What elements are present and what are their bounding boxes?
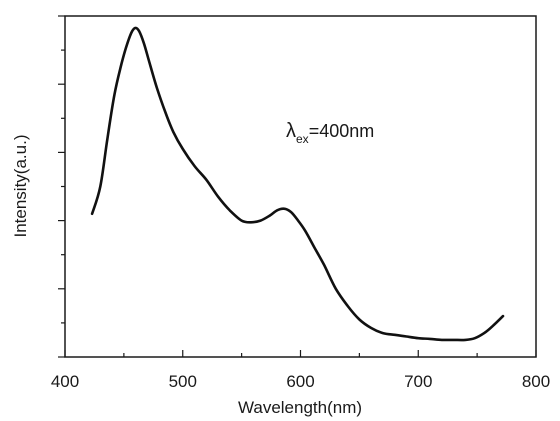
x-tick-label: 400 — [51, 372, 79, 391]
data-point — [441, 339, 443, 341]
data-point — [121, 63, 123, 65]
data-point — [492, 326, 494, 328]
data-point — [100, 186, 102, 188]
data-point — [217, 196, 219, 198]
data-point — [429, 338, 431, 340]
y-axis-title: Intensity(a.u.) — [11, 135, 30, 238]
x-tick-label: 600 — [286, 372, 314, 391]
plot-frame — [64, 15, 537, 358]
data-point — [127, 43, 129, 45]
annotation-subscript: ex — [296, 132, 309, 146]
data-point — [114, 94, 116, 96]
data-point — [465, 339, 467, 341]
y-axis-ticks — [58, 15, 65, 358]
data-point — [276, 210, 278, 212]
data-point — [382, 332, 384, 334]
data-point — [283, 208, 285, 210]
data-point — [335, 288, 337, 290]
data-point — [149, 63, 151, 65]
data-point — [173, 131, 175, 133]
data-point — [304, 230, 306, 232]
data-point — [260, 220, 262, 222]
data-point — [206, 179, 208, 181]
x-tick-label: 800 — [522, 372, 550, 391]
data-point — [131, 31, 133, 33]
data-point — [323, 264, 325, 266]
data-point — [164, 111, 166, 113]
data-point — [182, 148, 184, 150]
data-point — [290, 211, 292, 213]
plot-border — [64, 15, 537, 358]
data-point — [143, 43, 145, 45]
excitation-annotation: λex=400nm — [286, 120, 374, 146]
data-point — [406, 336, 408, 338]
data-point — [241, 220, 243, 222]
data-point — [370, 327, 372, 329]
data-point — [229, 210, 231, 212]
series-group — [90, 26, 505, 342]
data-point — [194, 165, 196, 167]
annotation-value: =400nm — [309, 121, 375, 141]
data-point — [359, 319, 361, 321]
data-point — [250, 222, 252, 224]
x-axis-tick-labels: 400 500 600 700 800 — [51, 372, 550, 391]
data-point — [91, 213, 93, 215]
data-point — [269, 215, 271, 217]
x-tick-label: 500 — [169, 372, 197, 391]
data-point — [138, 31, 140, 33]
x-axis-ticks — [64, 350, 537, 357]
data-point — [297, 220, 299, 222]
data-point — [418, 337, 420, 339]
data-point — [502, 315, 504, 317]
data-point — [394, 334, 396, 336]
data-point — [314, 247, 316, 249]
lambda-symbol: λ — [286, 120, 296, 142]
data-point — [107, 138, 109, 140]
data-point — [156, 87, 158, 89]
data-point — [347, 305, 349, 307]
x-axis-title: Wavelength(nm) — [238, 398, 362, 417]
data-point — [474, 337, 476, 339]
data-point — [135, 27, 137, 29]
data-point — [453, 339, 455, 341]
data-point — [483, 332, 485, 334]
emission-spectrum-line — [90, 26, 505, 342]
x-tick-label: 700 — [404, 372, 432, 391]
